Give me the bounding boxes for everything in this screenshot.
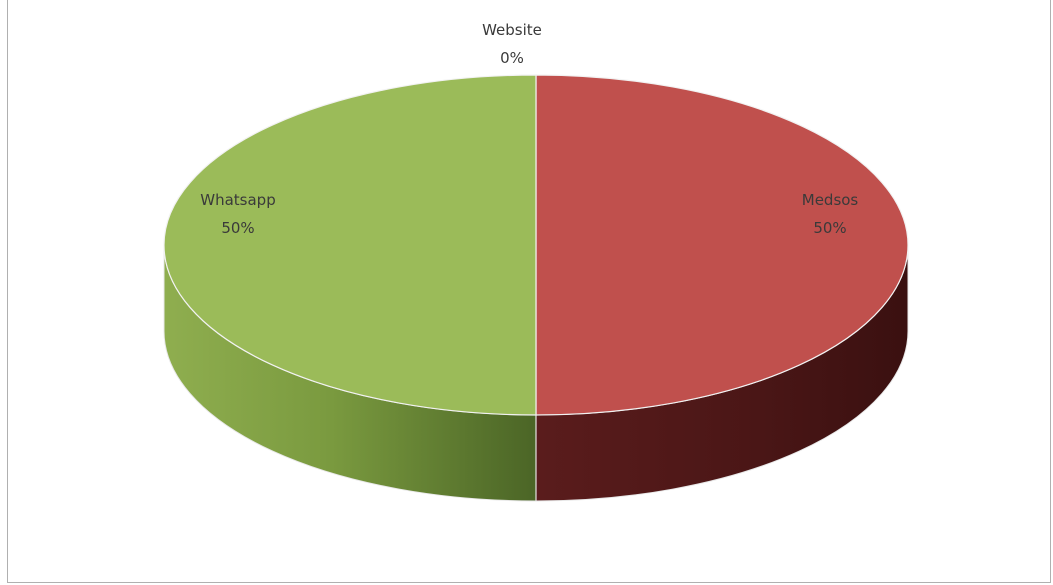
slice-label-whatsapp-percent: 50% — [221, 219, 254, 237]
slice-top-whatsapp — [163, 74, 537, 416]
pie-top-layer — [163, 74, 909, 416]
slice-top-medsos — [535, 74, 909, 416]
slice-label-website-percent: 0% — [500, 49, 524, 67]
pie-label-layer: Medsos 50% Website 0% Whatsapp 50% — [200, 21, 858, 237]
slice-label-whatsapp-category: Whatsapp — [200, 191, 275, 209]
slice-label-medsos-category: Medsos — [802, 191, 859, 209]
slice-label-medsos-percent: 50% — [813, 219, 846, 237]
slice-label-website-category: Website — [482, 21, 542, 39]
